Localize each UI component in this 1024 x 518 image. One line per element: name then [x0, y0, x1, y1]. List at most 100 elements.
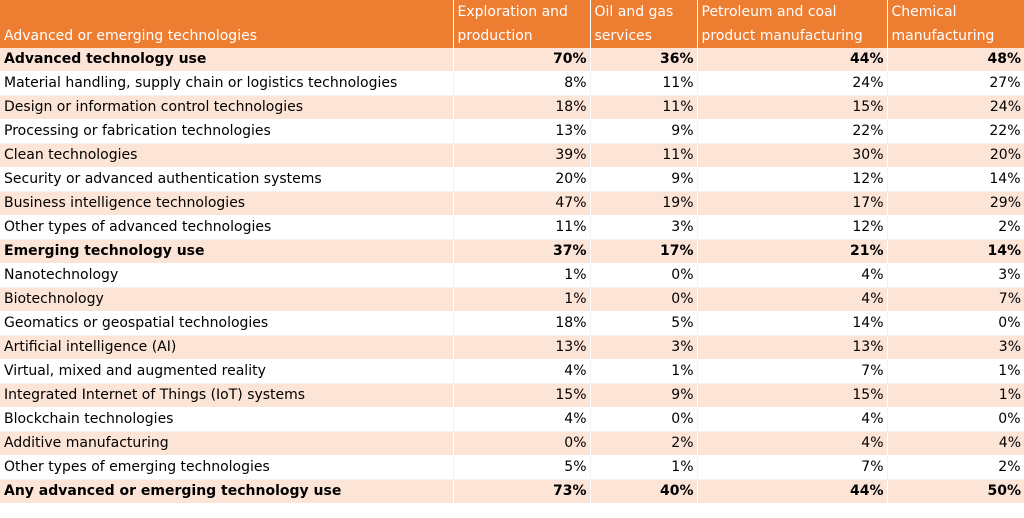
value-cell: 73% — [453, 479, 591, 505]
row-label: Virtual, mixed and augmented reality — [0, 359, 454, 385]
table-row: Other types of emerging technologies 5% 1%… — [0, 455, 1024, 481]
header-row: Advanced or emerging technologies Explor… — [0, 0, 1024, 48]
value-cell: 3% — [887, 263, 1024, 289]
value-cell: 12% — [697, 215, 888, 241]
value-cell: 44% — [697, 48, 888, 73]
technology-use-table: Advanced or emerging technologies Explor… — [0, 0, 1024, 505]
table-row: Advanced technology use 70% 36% 44% 48% — [0, 48, 1024, 73]
value-cell: 20% — [453, 167, 591, 193]
row-label: Processing or fabrication technologies — [0, 119, 454, 145]
value-cell: 1% — [453, 263, 591, 289]
value-cell: 24% — [697, 71, 888, 97]
value-cell: 2% — [887, 455, 1024, 481]
value-cell: 13% — [453, 119, 591, 145]
value-cell: 18% — [453, 311, 591, 337]
value-cell: 7% — [887, 287, 1024, 313]
value-cell: 15% — [453, 383, 591, 409]
table-row: Additive manufacturing 0% 2% 4% 4% — [0, 431, 1024, 457]
value-cell: 1% — [590, 455, 698, 481]
row-label: Any advanced or emerging technology use — [0, 479, 454, 505]
value-cell: 50% — [887, 479, 1024, 505]
row-label: Artificial intelligence (AI) — [0, 335, 454, 361]
table-row: Integrated Internet of Things (IoT) syst… — [0, 383, 1024, 409]
value-cell: 7% — [697, 455, 888, 481]
value-cell: 48% — [887, 48, 1024, 73]
row-label: Emerging technology use — [0, 239, 454, 265]
value-cell: 4% — [697, 407, 888, 433]
table-row: Emerging technology use 37% 17% 21% 14% — [0, 239, 1024, 265]
value-cell: 2% — [590, 431, 698, 457]
value-cell: 22% — [697, 119, 888, 145]
row-label: Biotechnology — [0, 287, 454, 313]
row-label: Security or advanced authentication syst… — [0, 167, 454, 193]
value-cell: 14% — [887, 167, 1024, 193]
value-cell: 4% — [887, 431, 1024, 457]
value-cell: 3% — [590, 215, 698, 241]
value-cell: 0% — [887, 311, 1024, 337]
table-row: Geomatics or geospatial technologies 18% 5… — [0, 311, 1024, 337]
row-label: Design or information control technologi… — [0, 95, 454, 121]
value-cell: 19% — [590, 191, 698, 217]
value-cell: 2% — [887, 215, 1024, 241]
table-row: Biotechnology 1% 0% 4% 7% — [0, 287, 1024, 313]
value-cell: 1% — [887, 359, 1024, 385]
table-row: Processing or fabrication technologies 13… — [0, 119, 1024, 145]
value-cell: 17% — [590, 239, 698, 265]
value-cell: 0% — [453, 431, 591, 457]
row-label: Blockchain technologies — [0, 407, 454, 433]
value-cell: 17% — [697, 191, 888, 217]
value-cell: 3% — [590, 335, 698, 361]
value-cell: 0% — [590, 407, 698, 433]
column-header-technologies: Advanced or emerging technologies — [0, 0, 454, 48]
value-cell: 12% — [697, 167, 888, 193]
value-cell: 36% — [590, 48, 698, 73]
row-label: Other types of advanced technologies — [0, 215, 454, 241]
value-cell: 37% — [453, 239, 591, 265]
table-row: Security or advanced authentication syst… — [0, 167, 1024, 193]
value-cell: 5% — [453, 455, 591, 481]
value-cell: 15% — [697, 383, 888, 409]
value-cell: 4% — [453, 407, 591, 433]
value-cell: 7% — [697, 359, 888, 385]
column-header-oil-gas-services: Oil and gas services — [590, 0, 698, 48]
table-header: Advanced or emerging technologies Explor… — [0, 0, 1024, 48]
table-row: Blockchain technologies 4% 0% 4% 0% — [0, 407, 1024, 433]
value-cell: 9% — [590, 383, 698, 409]
value-cell: 14% — [697, 311, 888, 337]
row-label: Nanotechnology — [0, 263, 454, 289]
row-label: Other types of emerging technologies — [0, 455, 454, 481]
value-cell: 9% — [590, 119, 698, 145]
table-row: Other types of advanced technologies 11% 3… — [0, 215, 1024, 241]
value-cell: 0% — [590, 287, 698, 313]
value-cell: 11% — [590, 143, 698, 169]
table-row: Any advanced or emerging technology use 7… — [0, 479, 1024, 505]
table-row: Clean technologies 39% 11% 30% 20% — [0, 143, 1024, 169]
value-cell: 18% — [453, 95, 591, 121]
table-body: Advanced technology use 70% 36% 44% 48% Mater… — [0, 48, 1024, 505]
row-label: Material handling, supply chain or logis… — [0, 71, 454, 97]
value-cell: 11% — [453, 215, 591, 241]
value-cell: 0% — [590, 263, 698, 289]
value-cell: 47% — [453, 191, 591, 217]
row-label: Advanced technology use — [0, 48, 454, 73]
value-cell: 29% — [887, 191, 1024, 217]
value-cell: 9% — [590, 167, 698, 193]
row-label: Business intelligence technologies — [0, 191, 454, 217]
table-row: Virtual, mixed and augmented reality 4% 1%… — [0, 359, 1024, 385]
row-label: Geomatics or geospatial technologies — [0, 311, 454, 337]
value-cell: 30% — [697, 143, 888, 169]
value-cell: 70% — [453, 48, 591, 73]
value-cell: 5% — [590, 311, 698, 337]
value-cell: 11% — [590, 95, 698, 121]
column-header-petroleum-coal: Petroleum and coal product manufacturing — [697, 0, 888, 48]
value-cell: 4% — [697, 263, 888, 289]
value-cell: 1% — [887, 383, 1024, 409]
value-cell: 39% — [453, 143, 591, 169]
value-cell: 24% — [887, 95, 1024, 121]
value-cell: 44% — [697, 479, 888, 505]
value-cell: 20% — [887, 143, 1024, 169]
value-cell: 15% — [697, 95, 888, 121]
value-cell: 13% — [453, 335, 591, 361]
value-cell: 11% — [590, 71, 698, 97]
value-cell: 4% — [697, 287, 888, 313]
